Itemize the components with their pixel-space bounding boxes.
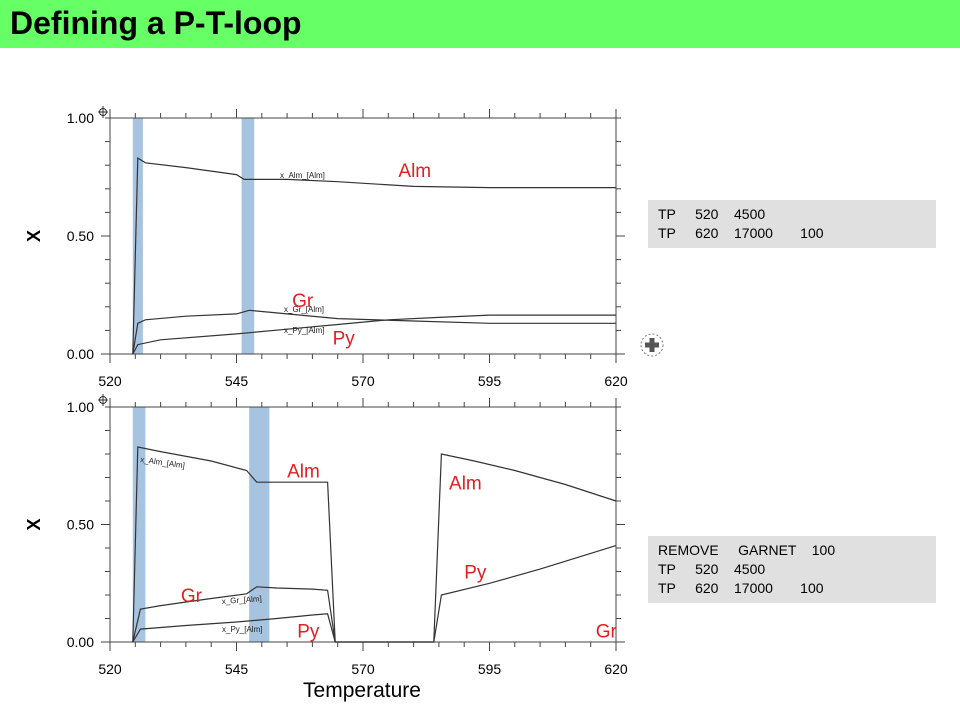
plot-frame [109, 117, 617, 355]
command-box-2: REMOVE GARNET 100 TP 520 4500 TP 620 170… [648, 536, 936, 603]
annotation-label: Alm [398, 161, 431, 182]
series-label: x_Py_[Alm] [222, 625, 262, 634]
command-line: TP 620 17000 100 [658, 225, 824, 241]
series-label: x_Alm_[Alm] [280, 171, 325, 180]
x-tick-label: 520 [98, 373, 122, 389]
x-tick-label: 595 [478, 373, 502, 389]
y-tick-label: 0.00 [67, 346, 94, 362]
annotation-label: Py [297, 621, 320, 642]
highlight-band [241, 118, 255, 354]
y-tick-label: 0.50 [67, 517, 94, 533]
page-title: Defining a P-T-loop [10, 5, 302, 41]
x-axis-label: Temperature [303, 679, 421, 702]
annotation-label: Gr [596, 621, 618, 642]
x-tick-label: 620 [604, 373, 628, 389]
y-axis-label: X [24, 518, 44, 530]
y-tick-label: 1.00 [67, 399, 94, 415]
x-tick-label: 595 [478, 661, 502, 677]
y-tick-label: 0.00 [67, 634, 94, 650]
command-line: TP 620 17000 100 [658, 580, 824, 596]
annotation-label: Alm [287, 462, 320, 483]
highlight-band [132, 118, 143, 354]
title-bar: Defining a P-T-loop [0, 0, 960, 48]
annotation-label: Py [333, 329, 356, 350]
series-label: x_Py_[Alm] [284, 326, 324, 335]
series-label: x_Alm_[Alm] [140, 455, 186, 470]
series-line [132, 446, 617, 643]
command-line: TP 520 4500 [658, 206, 766, 222]
x-tick-label: 520 [98, 661, 122, 677]
series-line [132, 545, 617, 643]
menu-toggle-icon[interactable] [98, 106, 108, 118]
y-tick-label: 1.00 [67, 110, 94, 126]
series-label: x_Gr_[Alm] [222, 594, 263, 606]
x-tick-label: 620 [604, 661, 628, 677]
x-tick-label: 545 [225, 373, 249, 389]
x-tick-label: 570 [351, 661, 375, 677]
y-tick-label: 0.50 [67, 228, 94, 244]
menu-toggle-icon[interactable] [98, 394, 108, 406]
highlight-band [249, 407, 270, 642]
highlight-band [132, 407, 146, 642]
command-line: REMOVE GARNET 100 [658, 542, 836, 558]
annotation-label: Alm [449, 473, 482, 494]
chart-top: 520 545 570 595 620 0.00 0.50 1.00 Xx_Alm_[Alm]x… [24, 109, 628, 389]
annotation-label: Gr [292, 291, 314, 312]
command-box-1: TP 520 4500 TP 620 17000 100 [648, 200, 936, 248]
series-line [132, 586, 336, 643]
annotation-label: Gr [181, 586, 203, 607]
series-line [132, 157, 616, 355]
series-line [132, 314, 616, 355]
x-tick-label: 545 [225, 661, 249, 677]
y-axis-label: X [24, 230, 44, 242]
command-line: TP 520 4500 [658, 561, 766, 577]
chart-bottom: 520 545 570 595 620 0.00 0.50 1.00 X Temperature x… [24, 398, 628, 702]
chart-area: 520 545 570 595 6200.000.501.00Xx_Alm_[Alm]x… [24, 106, 664, 702]
rotate-icon[interactable] [640, 333, 664, 357]
series-line [132, 309, 616, 355]
annotation-label: Py [464, 563, 487, 584]
x-tick-label: 570 [351, 373, 375, 389]
series-label: x_Gr_[Alm] [284, 305, 324, 314]
